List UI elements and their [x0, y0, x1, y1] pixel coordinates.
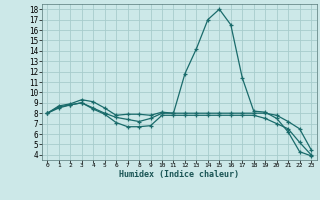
X-axis label: Humidex (Indice chaleur): Humidex (Indice chaleur) [119, 170, 239, 179]
